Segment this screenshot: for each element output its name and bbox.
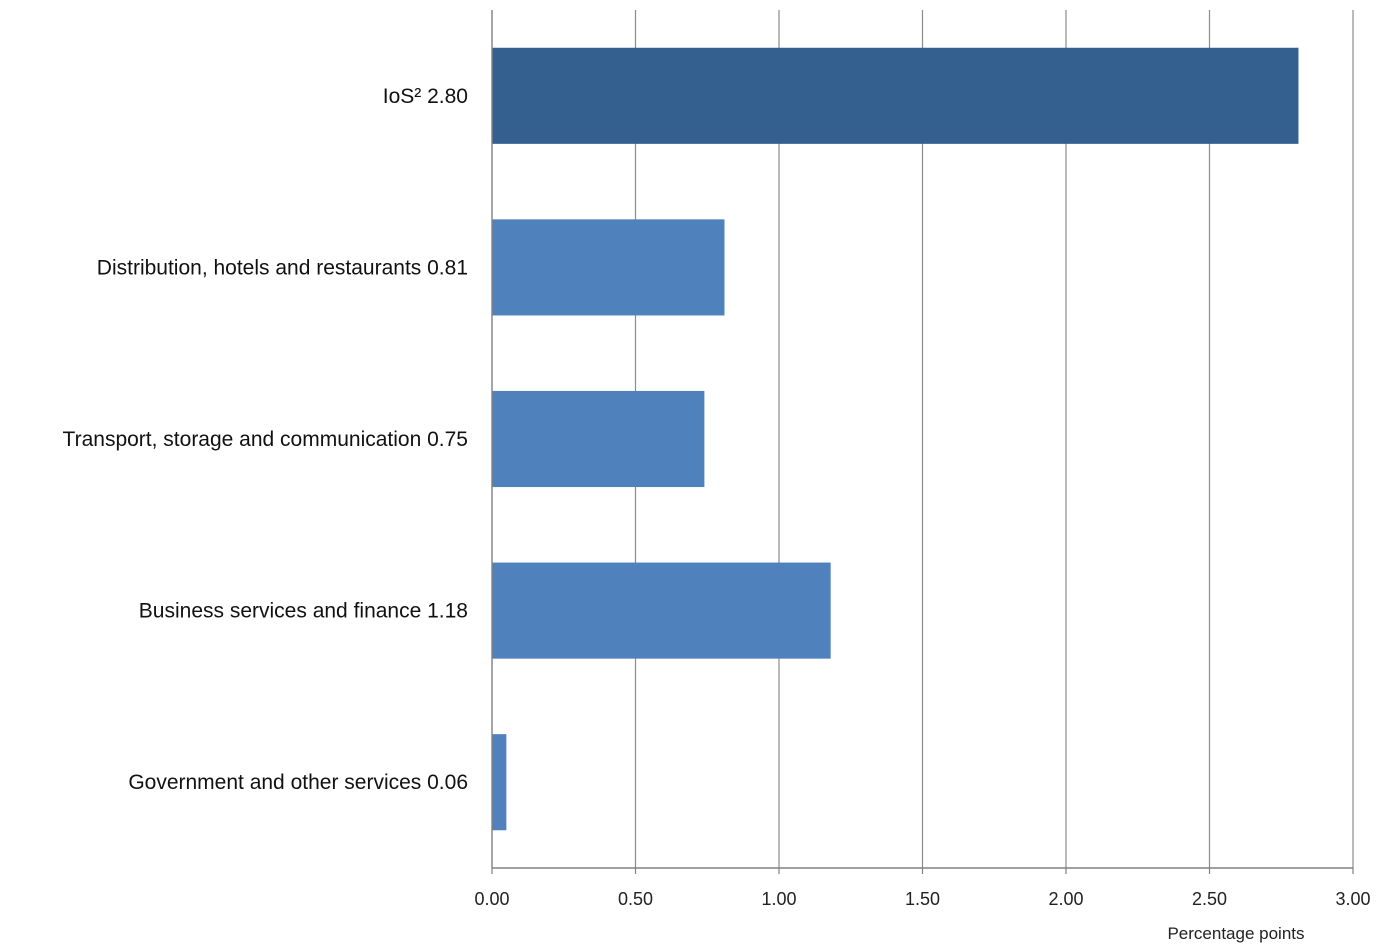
x-tick-label: 0.50 [618,889,653,909]
category-label: Government and other services 0.06 [128,771,468,794]
category-label: IoS² 2.80 [383,85,468,108]
x-tick-label: 1.00 [761,889,796,909]
category-label: Transport, storage and communication 0.7… [63,428,468,451]
x-tick-label: 1.50 [905,889,940,909]
bar [492,562,831,659]
bar [492,390,705,488]
bar [492,219,725,316]
bars [492,47,1299,831]
bar [492,47,1299,144]
x-tick-label: 3.00 [1335,889,1370,909]
x-tick-label: 2.50 [1192,889,1227,909]
x-tick-labels: 0.00 0.50 1.00 1.50 2.00 2.50 3.00 [474,889,1370,909]
category-labels: IoS² 2.80 Distribution, hotels and restau… [63,85,468,794]
category-label: Business services and finance 1.18 [139,600,468,623]
x-tick-label: 0.00 [474,889,509,909]
x-axis-title: Percentage points [1167,924,1304,943]
grid-lines [634,10,1354,868]
axes [491,10,1354,874]
x-tick-label: 2.00 [1048,889,1083,909]
bar [492,734,507,831]
category-label: Distribution, hotels and restaurants 0.8… [97,256,468,279]
